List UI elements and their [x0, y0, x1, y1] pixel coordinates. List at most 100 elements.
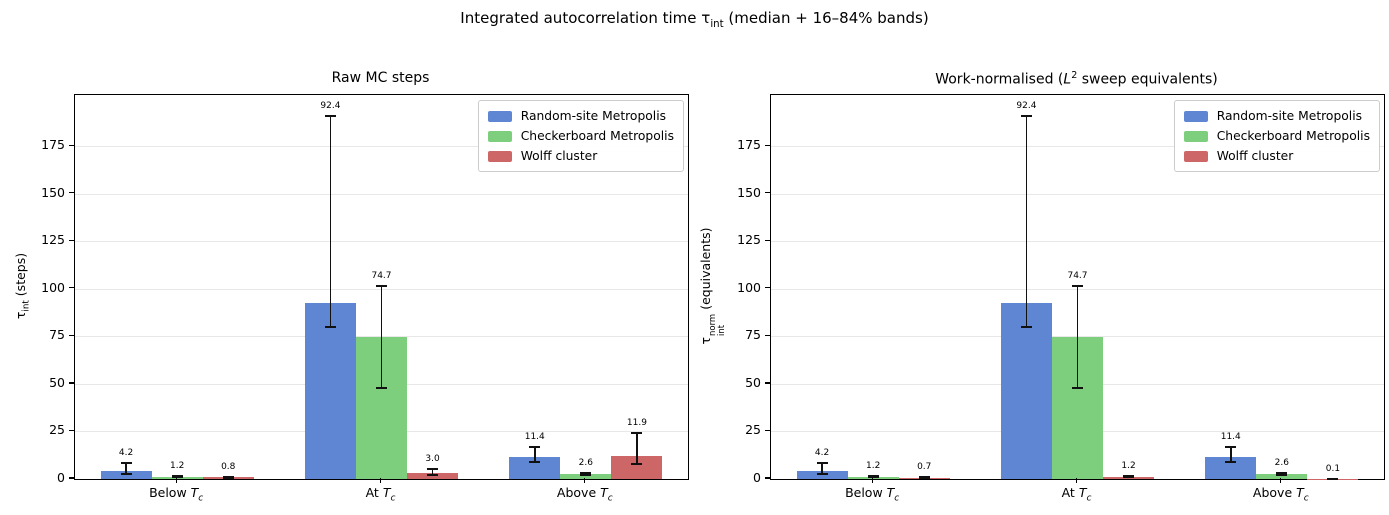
error-bar [1280, 472, 1283, 475]
legend-swatch [1183, 150, 1208, 162]
y-tick-label: 175 [41, 137, 65, 153]
y-tick-label: 0 [57, 470, 65, 485]
error-bar-cap [1020, 326, 1032, 328]
y-tick-mark [69, 144, 74, 146]
y-tick-label: 50 [49, 374, 65, 390]
x-tick-mark [379, 478, 382, 483]
value-label: 0.1 [1325, 463, 1341, 474]
error-bar-cap [324, 115, 336, 117]
error-bar-cap [631, 463, 643, 465]
legend-swatch [1183, 130, 1208, 142]
grid-line [75, 193, 688, 195]
x-tick-mark [584, 478, 586, 483]
error-bar-cap [867, 474, 879, 477]
y-tick-label: 0 [753, 470, 761, 485]
grid-line [75, 146, 688, 148]
error-bar-cap [1276, 471, 1288, 474]
y-tick-mark [765, 382, 770, 384]
legend-item: Checkerboard Metropolis [1183, 126, 1370, 146]
value-label: 4.2 [814, 448, 830, 459]
y-tick-mark [69, 334, 74, 336]
figure-title: Integrated autocorrelation time τint (me… [460, 9, 929, 30]
value-label: 74.7 [1067, 271, 1088, 282]
bar [407, 473, 459, 479]
left-panel-title: Raw MC steps [331, 70, 430, 86]
legend-item: Wolff cluster [487, 146, 674, 166]
legend-item-label: Wolff cluster [520, 148, 598, 163]
error-bar-cap [918, 476, 930, 478]
grid-line [771, 146, 1384, 148]
value-label: 4.2 [118, 448, 134, 459]
error-bar [636, 432, 638, 465]
error-bar-cap [529, 461, 541, 463]
error-bar [584, 472, 587, 475]
error-bar-cap [171, 476, 183, 479]
error-bar-cap [1072, 285, 1083, 287]
error-bar-cap [1327, 478, 1339, 480]
legend-swatch [487, 150, 512, 162]
y-tick-mark [69, 382, 74, 384]
y-tick-mark [765, 192, 770, 194]
error-bar-cap [324, 326, 336, 328]
value-label: 92.4 [1016, 100, 1037, 111]
bar [1256, 474, 1308, 479]
bar [796, 471, 848, 479]
error-bar-cap [816, 462, 828, 465]
right-panel-title: Work-normalised (L2 sweep equivalents) [935, 70, 1218, 88]
grid-line [75, 241, 688, 243]
y-tick-mark [765, 239, 770, 241]
plot-area-0: 4.2 92.4 11.4 1.2 74.7 2.6 0.8 3.0 11.9 Random-si… [74, 94, 689, 480]
y-tick-mark [69, 239, 74, 241]
y-tick-label: 50 [745, 374, 761, 390]
value-label: 0.7 [917, 461, 932, 472]
legend-swatch [487, 110, 512, 122]
x-tick-mark [1280, 478, 1282, 483]
value-label: 11.4 [524, 431, 545, 442]
legend-item-label: Random-site Metropolis [520, 108, 667, 123]
value-label: 0.8 [221, 461, 236, 472]
legend-swatch [487, 130, 512, 142]
x-tick-mark [175, 478, 177, 483]
value-label: 2.6 [578, 457, 593, 468]
error-bar-cap [120, 462, 132, 465]
error-bar [1127, 475, 1130, 478]
x-tick-label: Below Tc [845, 485, 900, 504]
y-tick-label: 100 [41, 279, 65, 295]
error-bar [431, 468, 434, 476]
error-bar-cap [867, 476, 879, 479]
error-bar [1076, 286, 1079, 388]
error-bar [380, 286, 383, 388]
y-tick-label: 150 [41, 184, 65, 200]
x-tick-label: Above Tc [1252, 485, 1309, 504]
y-tick-label: 150 [737, 184, 761, 200]
value-label: 1.2 [865, 460, 881, 471]
value-label: 92.4 [320, 100, 341, 111]
value-label: 11.4 [1220, 431, 1241, 442]
error-bar [1229, 446, 1232, 462]
error-bar [1025, 115, 1028, 327]
y-tick-label: 25 [745, 422, 761, 438]
error-bar-cap [222, 475, 234, 478]
value-label: 1.2 [1121, 460, 1136, 471]
value-label: 3.0 [425, 453, 440, 464]
x-tick-label: Above Tc [556, 485, 613, 504]
error-bar-cap [1123, 474, 1135, 477]
value-label: 74.7 [371, 271, 392, 282]
legend-item: Random-site Metropolis [487, 106, 674, 126]
y-tick-mark [765, 334, 770, 336]
grid-line [771, 193, 1384, 195]
bar [509, 457, 561, 479]
y-tick-label: 75 [49, 327, 65, 343]
legend-item-label: Checkerboard Metropolis [1216, 128, 1370, 143]
legend-item: Wolff cluster [1183, 146, 1370, 166]
error-bar [533, 446, 536, 462]
y-tick-mark [69, 477, 74, 479]
y-tick-label: 125 [737, 232, 761, 248]
x-tick-label: Below Tc [149, 485, 204, 504]
bar [611, 456, 663, 479]
error-bar [329, 115, 332, 327]
value-label: 2.6 [1274, 457, 1289, 468]
error-bar-cap [816, 473, 828, 475]
value-label: 11.9 [626, 417, 647, 428]
